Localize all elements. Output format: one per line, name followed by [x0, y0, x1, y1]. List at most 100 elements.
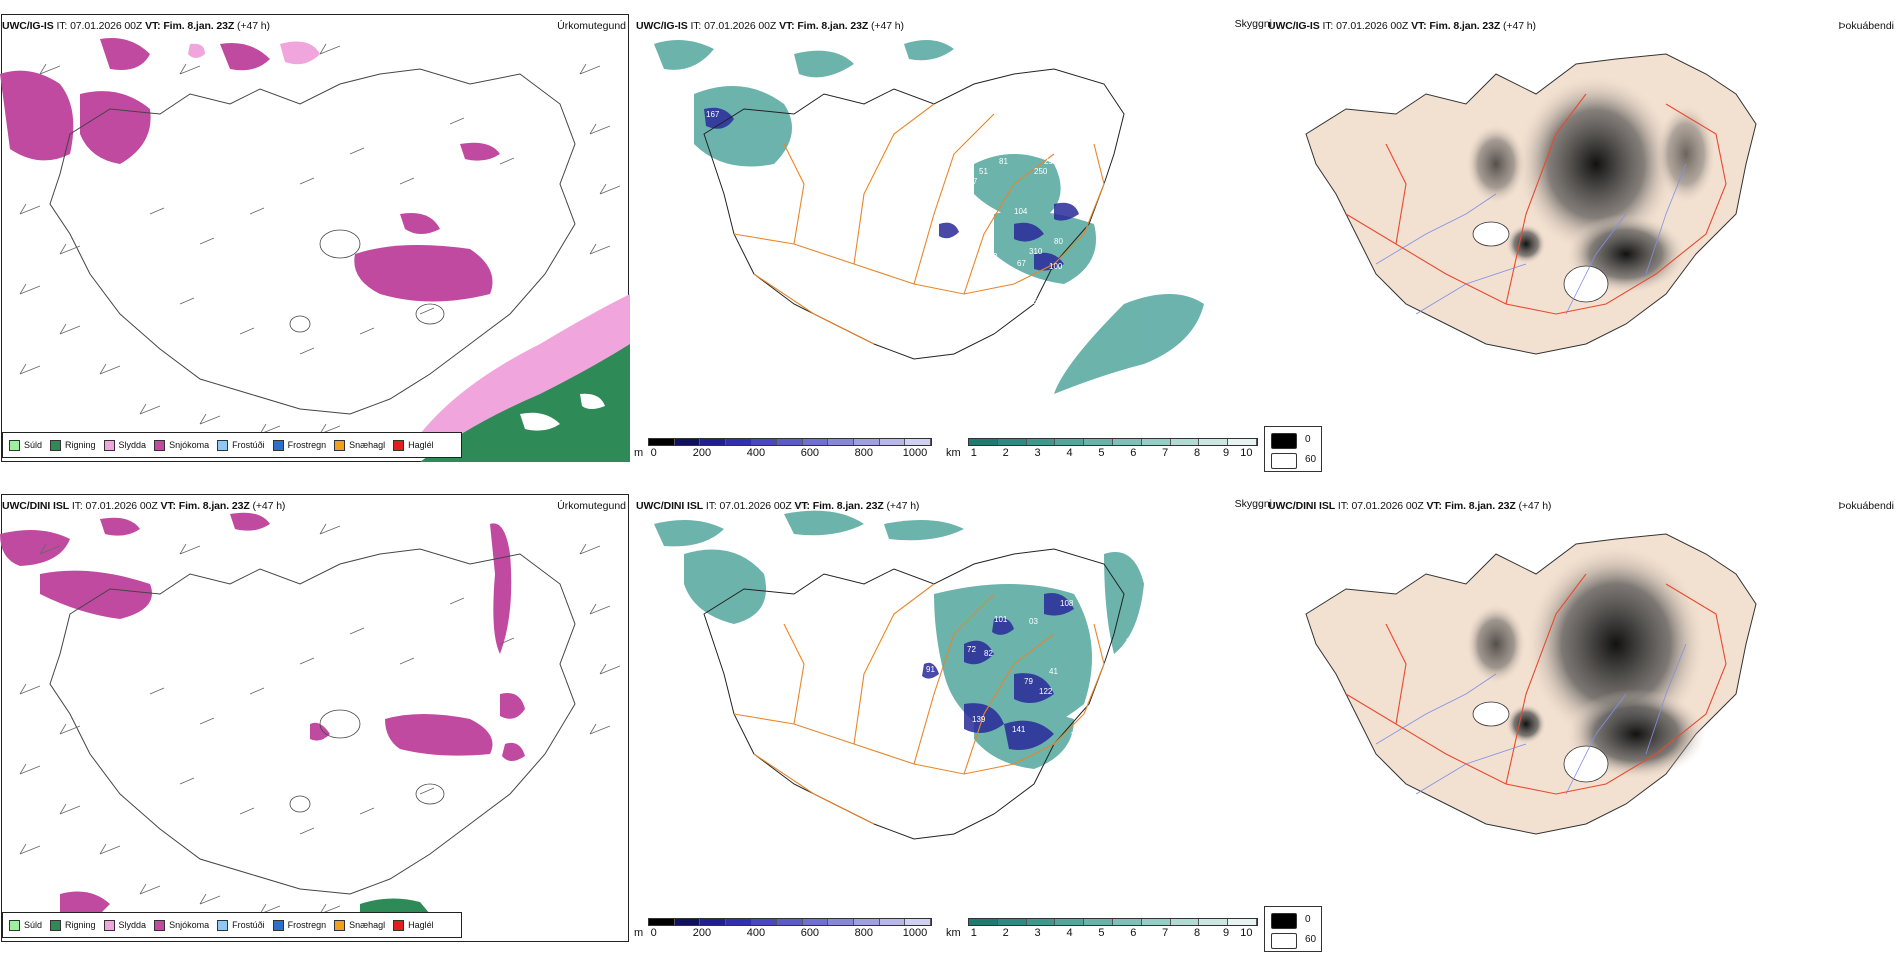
model-row-2: UWC/DINI ISL IT: 07.01.2026 00Z VT: Fim.… [0, 494, 1900, 972]
cloud-label: 51 [979, 167, 988, 176]
roads [733, 583, 1105, 825]
panel-title: UWC/IG-IS IT: 07.01.2026 00Z VT: Fim. 8.… [636, 20, 904, 32]
panel-title: UWC/DINI ISL IT: 07.01.2026 00Z VT: Fim.… [636, 500, 920, 512]
cloud-base-labels: 976 108 99 97 101 72 82 03 79 41 122 139… [794, 502, 1135, 778]
cloud-label: 67 [1017, 259, 1026, 268]
cloud-label: 99 [1124, 542, 1133, 551]
legend-item-drizzle: Súld [9, 439, 42, 451]
cloud-label: 310 [1029, 247, 1043, 256]
cloud-label: 141 [1012, 725, 1026, 734]
roads [1345, 573, 1727, 795]
legend-item-snow-pellets: Snæhagl [334, 919, 385, 931]
cloud-label: 80 [1054, 237, 1063, 246]
legend-item-freezing-drizzle: Frostúði [217, 919, 265, 931]
precip-type-panel: UWC/IG-IS IT: 07.01.2026 00Z VT: Fim. 8.… [0, 14, 632, 478]
roads [733, 103, 1105, 345]
precip-legend: Súld Rigning Slydda Snjókoma Frostúði Fr… [2, 912, 462, 938]
cloud-label: 41 [1049, 667, 1058, 676]
cloud-label: 11 [1070, 731, 1079, 740]
precip-map[interactable] [0, 14, 632, 478]
legend-item-freezing-rain: Frostregn [272, 439, 326, 451]
iceland-outline [49, 548, 576, 895]
legend-item-snow: Snjókoma [154, 439, 209, 451]
panel-tag: Skyggni [1234, 18, 1272, 30]
iceland-outline [49, 68, 576, 415]
precip-map[interactable] [0, 494, 632, 958]
legend-item-sleet: Slydda [103, 439, 146, 451]
panel-tag: Þokuábendi [1838, 500, 1894, 512]
cloud-label: 97 [1126, 637, 1135, 646]
cloud-label: 81 [999, 157, 1008, 166]
roads [1345, 93, 1727, 315]
cloud-label: 139 [972, 715, 986, 724]
visibility-panel: 976 108 99 97 101 72 82 03 79 41 122 139… [634, 494, 1272, 958]
visibility-colorbar: km 1 2 3 4 5 6 7 8 9 10 [946, 918, 1262, 942]
cloudbase-colorbar: m 0 200 400 600 800 1000 [634, 918, 944, 942]
panel-tag: Úrkomutegund [557, 20, 626, 32]
fog-legend: 0 60 [1264, 906, 1322, 952]
wind-barbs [19, 43, 621, 435]
legend-item-rain: Rigning [50, 439, 96, 451]
cloud-label: 122 [984, 252, 998, 261]
legend-item-freezing-rain: Frostregn [272, 919, 326, 931]
cloud-label: 127 [964, 177, 978, 186]
model-row-1: UWC/IG-IS IT: 07.01.2026 00Z VT: Fim. 8.… [0, 14, 1900, 492]
panel-title: UWC/IG-IS IT: 07.01.2026 00Z VT: Fim. 8.… [2, 20, 270, 32]
legend-item-hail: Haglél [393, 439, 434, 451]
cloud-base-areas [922, 593, 1074, 750]
rain-areas [420, 344, 630, 462]
cloud-label: 72 [967, 645, 976, 654]
low-visibility-areas [654, 40, 1204, 394]
cloud-label: 12 [1074, 147, 1083, 156]
glaciers-white [1472, 221, 1609, 303]
cloud-label: 167 [706, 110, 720, 119]
fog-panel: UWC/DINI ISL IT: 07.01.2026 00Z VT: Fim.… [1264, 494, 1900, 958]
cloud-label: 79 [1024, 677, 1033, 686]
cloud-label: 298 [1044, 157, 1058, 166]
glaciers-white [1472, 701, 1609, 783]
rain-areas [360, 898, 430, 914]
legend-item-hail: Haglél [393, 919, 434, 931]
cloud-label: 100 [1049, 262, 1063, 271]
fog-panel: UWC/IG-IS IT: 07.01.2026 00Z VT: Fim. 8.… [1264, 14, 1900, 478]
cloud-label: 108 [1060, 599, 1074, 608]
visibility-colorbar: km 1 2 3 4 5 6 7 8 9 10 [946, 438, 1262, 462]
visibility-panel: 167 298 250 104 310 122 146 67 80 100 63… [634, 14, 1272, 478]
precip-type-panel: UWC/DINI ISL IT: 07.01.2026 00Z VT: Fim.… [0, 494, 632, 958]
visibility-map[interactable]: 976 108 99 97 101 72 82 03 79 41 122 139… [634, 494, 1266, 958]
cloud-label: 03 [1029, 617, 1038, 626]
cloud-label: 82 [984, 649, 993, 658]
panel-title: UWC/DINI ISL IT: 07.01.2026 00Z VT: Fim.… [2, 500, 286, 512]
fog-map[interactable] [1266, 14, 1900, 478]
panel-tag: Úrkomutegund [557, 500, 626, 512]
legend-item-sleet: Slydda [103, 919, 146, 931]
glacier-outlines [289, 709, 445, 813]
fog-legend: 0 60 [1264, 426, 1322, 472]
cloud-base-labels: 167 298 250 104 310 122 146 67 80 100 63… [706, 110, 1083, 306]
cloud-label: 91 [926, 665, 935, 674]
cloud-label: 122 [1039, 687, 1053, 696]
cloud-label: 146 [989, 265, 1003, 274]
precip-legend: Súld Rigning Slydda Snjókoma Frostúði Fr… [2, 432, 462, 458]
glacier-outlines [289, 229, 445, 333]
cloud-label: 63 [1054, 769, 1063, 778]
panel-tag: Þokuábendi [1838, 20, 1894, 32]
fog-map[interactable] [1266, 494, 1900, 958]
precip-map-frame [1, 494, 629, 942]
cloud-label: 635 [1024, 297, 1038, 306]
cloud-label: 101 [994, 615, 1008, 624]
cloud-label: 976 [794, 502, 808, 511]
panel-title: UWC/DINI ISL IT: 07.01.2026 00Z VT: Fim.… [1268, 500, 1552, 512]
snow-areas [0, 38, 500, 302]
cloud-base-areas [704, 107, 1079, 271]
legend-item-drizzle: Súld [9, 919, 42, 931]
fog-areas [1466, 74, 1716, 294]
cloudbase-colorbar: m 0 200 400 600 800 1000 [634, 438, 944, 462]
visibility-map[interactable]: 167 298 250 104 310 122 146 67 80 100 63… [634, 14, 1266, 478]
wind-barbs [19, 523, 621, 915]
legend-item-freezing-drizzle: Frostúði [217, 439, 265, 451]
legend-item-snow-pellets: Snæhagl [334, 439, 385, 451]
cloud-label: 250 [1034, 167, 1048, 176]
panel-title: UWC/IG-IS IT: 07.01.2026 00Z VT: Fim. 8.… [1268, 20, 1536, 32]
panel-tag: Skyggni [1234, 498, 1272, 510]
